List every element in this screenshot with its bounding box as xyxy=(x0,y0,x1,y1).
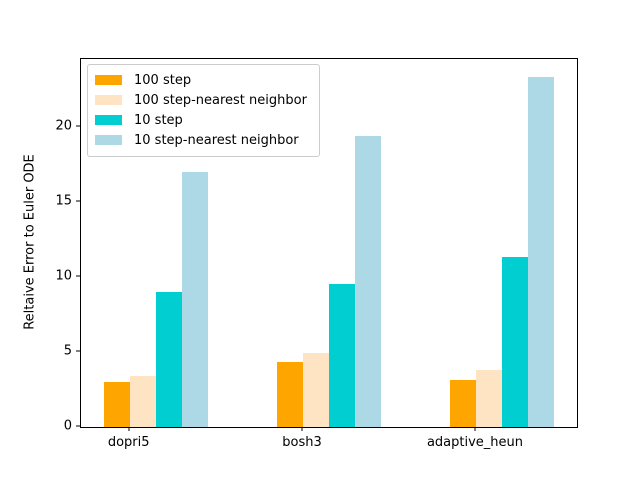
legend-label: 100 step-nearest neighbor xyxy=(134,92,307,108)
legend-item: 10 step-nearest neighbor xyxy=(95,130,311,150)
bar-bosh3-series1 xyxy=(303,353,329,427)
legend-label: 10 step xyxy=(134,112,183,128)
y-tick-mark xyxy=(76,200,80,202)
bar-adaptive_heun-series1 xyxy=(476,369,502,427)
x-tick-mark xyxy=(301,427,303,431)
legend-swatch-series0 xyxy=(95,75,122,85)
bar-dopri5-series3 xyxy=(181,171,208,427)
legend-swatch-series3 xyxy=(95,135,122,145)
legend: 100 step 100 step-nearest neighbor 10 step… xyxy=(87,64,320,157)
legend-swatch-series2 xyxy=(95,115,122,125)
y-axis-label: Reltaive Error to Euler ODE xyxy=(22,154,38,330)
x-tick-label-adaptive_heun: adaptive_heun xyxy=(426,435,524,450)
bar-dopri5-series0 xyxy=(103,381,130,427)
y-tick-label: 0 xyxy=(63,418,72,434)
y-tick-label: 10 xyxy=(55,268,72,284)
bar-dopri5-series2 xyxy=(155,291,182,427)
bar-dopri5-series1 xyxy=(129,375,156,427)
x-tick-label-bosh3: bosh3 xyxy=(282,435,322,450)
x-tick-label-dopri5: dopri5 xyxy=(107,435,150,450)
bar-bosh3-series0 xyxy=(277,362,303,427)
legend-item: 100 step xyxy=(95,70,311,90)
bar-bosh3-series2 xyxy=(329,284,355,427)
y-tick-mark xyxy=(76,350,80,352)
plot-area xyxy=(80,58,578,428)
y-tick-mark xyxy=(76,125,80,127)
y-tick-label: 20 xyxy=(55,118,72,134)
y-tick-label: 15 xyxy=(55,193,72,209)
legend-item: 10 step xyxy=(95,110,311,130)
bar-adaptive_heun-series3 xyxy=(528,77,554,427)
y-tick-label: 5 xyxy=(63,343,72,359)
y-tick-mark xyxy=(76,425,80,427)
x-tick-mark xyxy=(474,427,476,431)
legend-swatch-series1 xyxy=(95,95,122,105)
legend-item: 100 step-nearest neighbor xyxy=(95,90,311,110)
legend-label: 10 step-nearest neighbor xyxy=(134,132,299,148)
legend-label: 100 step xyxy=(134,72,192,88)
y-tick-mark xyxy=(76,275,80,277)
bar-adaptive_heun-series2 xyxy=(502,257,528,427)
bar-adaptive_heun-series0 xyxy=(450,380,476,427)
bar-bosh3-series3 xyxy=(355,135,381,427)
x-tick-mark xyxy=(128,427,130,431)
